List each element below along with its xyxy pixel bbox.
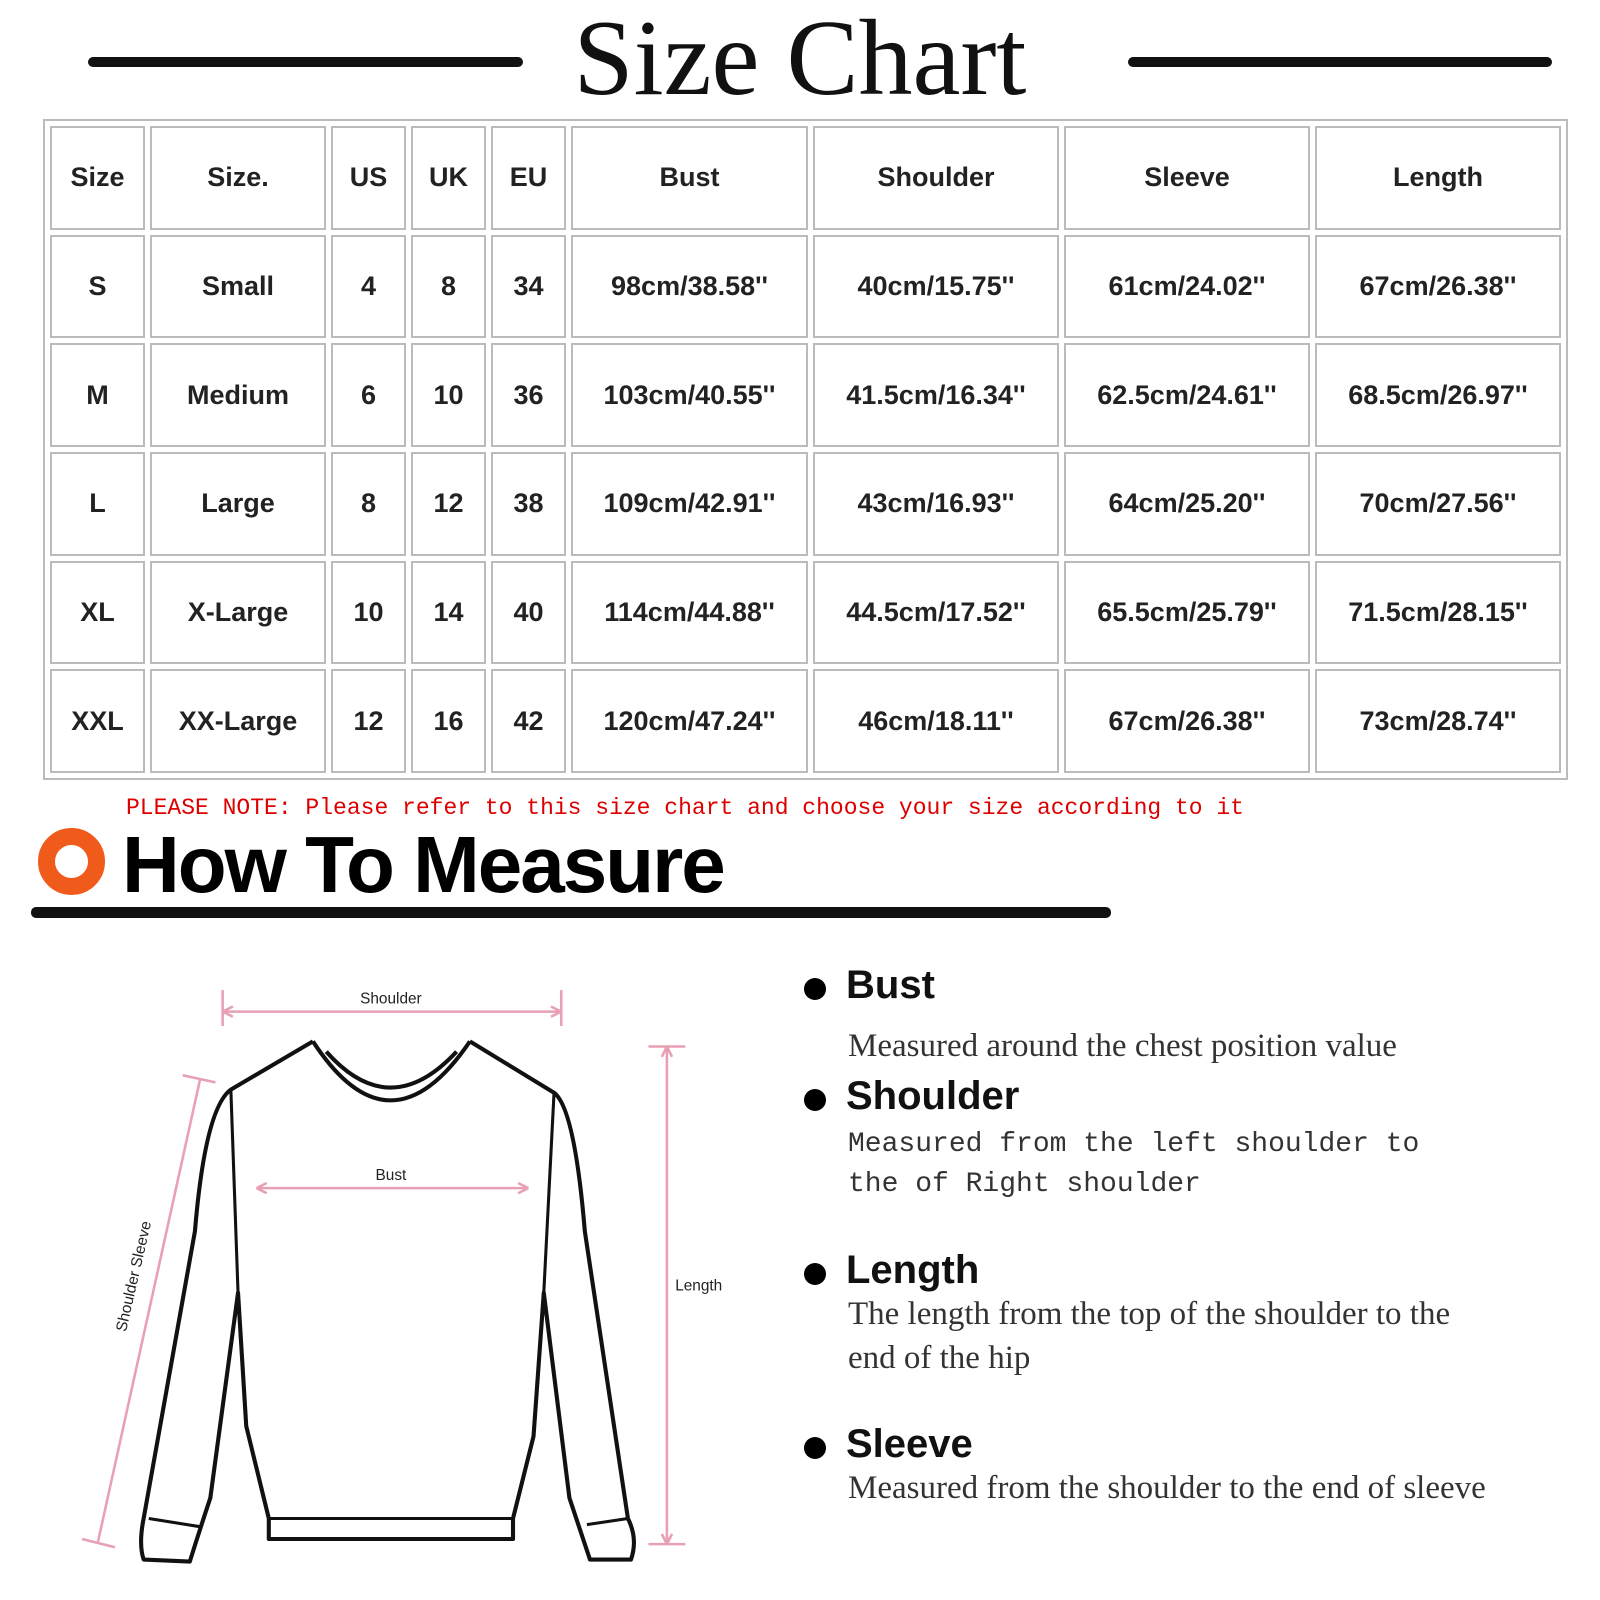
table-cell: 71.5cm/28.15'' xyxy=(1315,560,1561,665)
measure-lines xyxy=(81,990,686,1549)
table-cell: 8 xyxy=(331,451,406,556)
header-cell: EU xyxy=(491,126,566,230)
item-heading: Bust xyxy=(846,963,935,1007)
table-cell: 67cm/26.38'' xyxy=(1064,669,1310,773)
item-heading: Shoulder xyxy=(846,1074,1020,1118)
table-cell: 43cm/16.93'' xyxy=(813,451,1059,556)
table-cell: Medium xyxy=(150,343,326,447)
title-rule xyxy=(88,57,523,67)
header-cell: Length xyxy=(1315,126,1561,230)
table-cell: 10 xyxy=(411,343,486,447)
header-cell: UK xyxy=(411,126,486,230)
table-cell: X-Large xyxy=(150,560,326,665)
table-cell: 41.5cm/16.34'' xyxy=(813,343,1059,447)
table-cell: 103cm/40.55'' xyxy=(571,343,808,447)
bullet xyxy=(804,1263,826,1285)
table-row: M Medium 6 10 36 103cm/40.55'' 41.5cm/16.34'' 6… xyxy=(50,343,1561,447)
shoulder-label: Shoulder xyxy=(360,990,422,1007)
table-row: L Large 8 12 38 109cm/42.91'' 43cm/16.93'' 64cm… xyxy=(50,451,1561,556)
table-row: S Small 4 8 34 98cm/38.58'' 40cm/15.75'' 61cm/2… xyxy=(50,234,1561,339)
header-cell: Bust xyxy=(571,126,808,230)
table-cell: 38 xyxy=(491,451,566,556)
table-row: XL X-Large 10 14 40 114cm/44.88'' 44.5cm/17.52… xyxy=(50,560,1561,665)
bust-label: Bust xyxy=(376,1167,407,1184)
size-table: Size Size. US UK EU Bust Shoulder Sleeve Length S… xyxy=(43,119,1568,780)
table-cell: 12 xyxy=(411,451,486,556)
table-cell: 61cm/24.02'' xyxy=(1064,234,1310,339)
measure-rule xyxy=(31,907,1111,918)
header-cell: Size xyxy=(50,126,145,230)
sleeve-seams xyxy=(148,1089,629,1529)
length-label: Length xyxy=(675,1278,722,1295)
sweater-diagram: Shoulder Bust Length Shoulder Sleeve xyxy=(81,990,722,1564)
note: PLEASE NOTE: Please refer to this size c… xyxy=(126,795,1244,821)
table-cell: 62.5cm/24.61'' xyxy=(1064,343,1310,447)
header-cell: Size. xyxy=(150,126,326,230)
table-cell: S xyxy=(50,234,145,339)
bullet xyxy=(804,1089,826,1111)
item-description: Measured around the chest position value xyxy=(848,1028,1397,1064)
table-cell: 36 xyxy=(491,343,566,447)
item-description: Measured from the shoulder to the end of… xyxy=(848,1470,1486,1506)
header-cell: US xyxy=(331,126,406,230)
title: Size Chart xyxy=(573,0,1027,118)
table-cell: XXL xyxy=(50,669,145,773)
table-cell: XX-Large xyxy=(150,669,326,773)
table-cell: 120cm/47.24'' xyxy=(571,669,808,773)
table-cell: 8 xyxy=(411,234,486,339)
collar xyxy=(311,1040,472,1103)
table-cell: 46cm/18.11'' xyxy=(813,669,1059,773)
table-cell: 109cm/42.91'' xyxy=(571,451,808,556)
item-heading: Length xyxy=(846,1248,980,1292)
table-cell: XL xyxy=(50,560,145,665)
table-cell: 44.5cm/17.52'' xyxy=(813,560,1059,665)
header-row: Size Size. US UK EU Bust Shoulder Sleeve Length xyxy=(50,126,1561,230)
table-cell: 40 xyxy=(491,560,566,665)
header-cell: Shoulder xyxy=(813,126,1059,230)
table-cell: 114cm/44.88'' xyxy=(571,560,808,665)
table-cell: 34 xyxy=(491,234,566,339)
table-cell: 14 xyxy=(411,560,486,665)
header-cell: Sleeve xyxy=(1064,126,1310,230)
table-cell: 4 xyxy=(331,234,406,339)
sweater-outline xyxy=(139,1039,636,1564)
table-cell: 65.5cm/25.79'' xyxy=(1064,560,1310,665)
measure-title: How To Measure xyxy=(122,820,726,909)
table-cell: 68.5cm/26.97'' xyxy=(1315,343,1561,447)
table-cell: 67cm/26.38'' xyxy=(1315,234,1561,339)
table-cell: 70cm/27.56'' xyxy=(1315,451,1561,556)
table-cell: 6 xyxy=(331,343,406,447)
table-cell: 10 xyxy=(331,560,406,665)
table-cell: Large xyxy=(150,451,326,556)
table-cell: 40cm/15.75'' xyxy=(813,234,1059,339)
table-row: XXL XX-Large 12 16 42 120cm/47.24'' 46cm/18.11… xyxy=(50,669,1561,773)
item-description: The length from the top of the shoulder … xyxy=(848,1296,1451,1376)
table-cell: 64cm/25.20'' xyxy=(1064,451,1310,556)
item-heading: Sleeve xyxy=(846,1422,973,1466)
title-rule xyxy=(1128,57,1552,67)
table-cell: 42 xyxy=(491,669,566,773)
item-description: Measured from the left shoulder to the o… xyxy=(848,1129,1420,1200)
table-cell: 12 xyxy=(331,669,406,773)
bullet xyxy=(804,1437,826,1459)
table-cell: 73cm/28.74'' xyxy=(1315,669,1561,773)
table-cell: 16 xyxy=(411,669,486,773)
table-cell: 98cm/38.58'' xyxy=(571,234,808,339)
table-cell: Small xyxy=(150,234,326,339)
bullet xyxy=(804,978,826,1000)
table-cell: L xyxy=(50,451,145,556)
table-cell: M xyxy=(50,343,145,447)
